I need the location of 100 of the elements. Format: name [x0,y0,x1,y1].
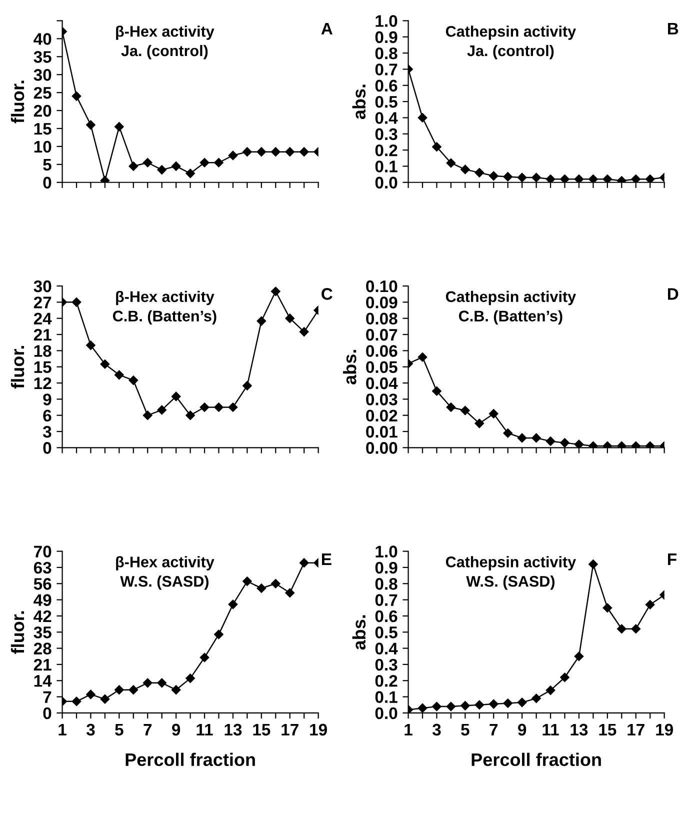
y-tick-label: 0.5 [375,626,398,638]
point [228,402,238,412]
point [617,441,626,448]
point [546,436,556,446]
point [418,352,428,362]
y-tick-label: 0.0 [375,176,398,189]
y-tick-label: 0.10 [366,280,398,292]
y-tick-label: 9 [43,394,52,406]
x-tick-label: 17 [628,724,644,736]
y-axis-title: abs. [343,350,356,384]
point [503,698,512,708]
x-tick-label: 17 [282,724,298,736]
point [242,576,252,586]
point [171,162,181,171]
point [460,164,470,174]
y-tick-label: 1.0 [376,546,398,558]
x-tick-label: 19 [310,724,327,736]
point [574,652,584,661]
point [631,624,640,634]
y-tick-label: 3 [42,426,52,438]
point [532,433,541,443]
x-tick-label: 5 [115,724,124,736]
y-tick-label: 6 [43,410,52,422]
y-tick-label: 0.07 [366,328,398,341]
point [214,402,224,412]
y-tick-label: 21 [34,658,52,670]
y-tick-label: 21 [34,328,52,341]
point [532,172,541,182]
point [489,699,498,709]
point [114,685,124,694]
point [100,360,110,369]
y-tick-label: 0.04 [366,377,398,390]
point [574,440,584,448]
point [517,172,527,182]
point [602,441,612,448]
point [489,171,498,181]
point [517,698,527,708]
y-tick-label: 0.5 [375,96,398,108]
y-axis-title: fluor. [10,346,24,389]
y-tick-label: 49 [34,594,52,606]
y-tick-label: 7 [43,691,52,703]
text: W.S. (SASD) [120,576,208,590]
y-tick-label: 0.06 [366,345,398,357]
y-tick-label: 27 [34,296,52,308]
point [560,174,570,182]
y-tick-label: 30 [34,69,52,81]
y-tick-label: 0.6 [375,80,398,92]
point [171,392,181,402]
y-tick-label: 35 [34,51,52,63]
text: Ja. (control) [467,44,554,60]
y-tick-label: 0.8 [375,578,398,590]
y-tick-label: 12 [34,377,52,390]
y-tick-label: 0.0 [375,707,398,720]
point [588,441,598,448]
point [645,174,655,182]
y-tick-label: 0.09 [366,296,398,308]
point [299,147,309,156]
y-tick-label: 0.9 [375,31,398,44]
text: W.S. (SASD) [466,576,554,590]
x-tick-label: 7 [490,724,498,736]
point [214,630,224,640]
y-tick-label: 63 [34,562,52,574]
x-tick-label: 11 [542,724,559,736]
point [228,600,238,610]
y-tick-label: 42 [34,610,52,622]
y-axis-title: fluor. [10,80,24,124]
point [285,588,294,598]
x-tick-label: 9 [518,724,526,736]
y-tick-label: 14 [34,675,52,687]
point [560,672,570,682]
y-tick-label: 0.02 [366,410,398,422]
point [256,316,266,326]
point [299,327,309,336]
point [432,142,442,152]
point [489,409,498,418]
chart-title: Cathepsin activity [446,26,576,40]
text: B [668,22,678,34]
x-tick-label: 13 [224,724,242,736]
y-tick-label: 0.3 [375,128,398,140]
point [474,700,484,710]
y-tick-label: 40 [34,33,52,45]
y-axis-title: fluor. [10,611,24,654]
x-tick-label: 15 [599,724,616,736]
text: D [668,288,678,300]
text: F [668,554,676,565]
point [256,584,266,593]
x-tick-label: 15 [253,724,270,736]
text: Ja. (control) [121,44,208,60]
point [432,702,442,712]
point [200,158,210,168]
point [503,428,512,438]
y-tick-label: 0.4 [375,112,398,124]
point [460,701,470,710]
point [157,405,166,415]
y-tick-label: 1.0 [376,15,398,27]
point [214,158,224,168]
point [256,147,266,156]
point [285,147,294,156]
chart-title: β-Hex activity [116,26,214,40]
x-tick-label: 19 [656,724,673,736]
